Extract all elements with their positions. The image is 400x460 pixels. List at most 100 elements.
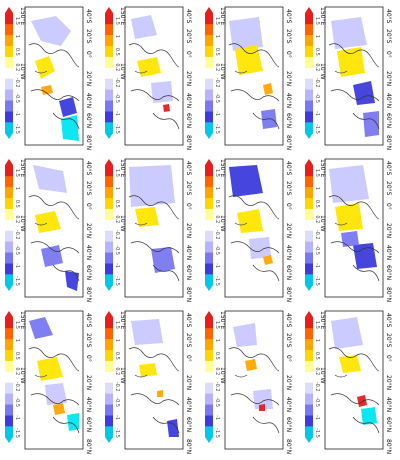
colorbar-tick-label: -0.5 [14, 245, 20, 255]
coastline [128, 347, 180, 434]
colorbar-segment [5, 165, 13, 177]
lat-label: 60°N [185, 113, 192, 128]
map-panel-k: 1.5 1 0.5 0.2 -0.2 -0.5 -1 -1.5 150°E 10°W 40°S 20°… [305, 158, 392, 302]
lon-label-150e: 150°E [219, 159, 226, 177]
colorbar-end-bottom [105, 437, 113, 443]
colorbar-segment [5, 382, 13, 394]
colorbar-segment [205, 208, 213, 220]
anomaly-patch-light_blue [151, 81, 173, 103]
lat-label: 80°N [85, 287, 92, 302]
colorbar-segment [105, 404, 113, 416]
lat-label: 20°S [385, 29, 392, 44]
colorbar-tick-label: 0.5 [214, 48, 220, 56]
colorbar-tick-label: -0.2 [214, 78, 220, 88]
lat-label: 20°N [385, 71, 392, 86]
colorbar-segment [205, 404, 213, 416]
lon-label-10w: 10°W [219, 63, 226, 80]
colorbar-tick-label: 0.2 [14, 367, 20, 375]
colorbar-segment [305, 274, 313, 286]
colorbar-tick-label: 0.2 [114, 215, 120, 223]
colorbar-segment [5, 34, 13, 47]
map-panel-b: 1.5 1 0.5 0.2 -0.2 -0.5 -1 -1.5 150°E 10°W 40°S 20°… [5, 158, 92, 302]
colorbar-tick-label: -0.2 [114, 78, 120, 88]
colorbar-tick-label: 0.2 [114, 63, 120, 71]
lat-label: 20°N [185, 223, 192, 238]
colorbar-tick-label: -1 [14, 111, 20, 116]
colorbar-tick-label: 1 [314, 35, 320, 38]
colorbar-segment [105, 393, 113, 405]
lat-label: 80°N [285, 287, 292, 302]
anomaly-patch-yellow [137, 57, 161, 77]
lon-label-150e: 150°E [19, 159, 26, 177]
coastline [28, 43, 80, 130]
lat-label: 40°S [185, 161, 192, 176]
colorbar-tick-label: -1.5 [114, 124, 120, 134]
colorbar-segment [205, 56, 213, 68]
colorbar-segment [105, 208, 113, 220]
lat-label: 40°N [385, 397, 392, 412]
colorbar-tick-label: 1.5 [114, 17, 120, 25]
lon-label-10w: 10°W [19, 367, 26, 384]
colorbar-segment [305, 56, 313, 68]
colorbar-end-bottom [205, 133, 213, 139]
anomaly-patch-light_blue [131, 319, 163, 345]
colorbar-segment [105, 371, 113, 383]
anomaly-patch-light_blue [33, 165, 67, 193]
anomaly-patch-light_blue [31, 16, 71, 46]
lat-label: 20°S [385, 181, 392, 196]
colorbar-segment [5, 241, 13, 253]
anomaly-patch-cyan [61, 115, 79, 141]
colorbar-end-bottom [5, 285, 13, 291]
lat-label: 20°N [285, 375, 292, 390]
colorbar-tick-label: -1 [314, 263, 320, 268]
anomaly-patch-dark_blue [353, 81, 375, 105]
map-panel-a: 1.5 1 0.5 0.2 -0.2 -0.5 -1 -1.5 150°E 10°W 40°S 20°… [5, 6, 92, 150]
colorbar-segment [305, 122, 313, 134]
colorbar-segment [205, 67, 213, 79]
lon-label-10w: 10°W [219, 367, 226, 384]
colorbar-end-bottom [5, 437, 13, 443]
colorbar-segment [305, 382, 313, 394]
colorbar-tick-label: -1.5 [314, 276, 320, 286]
colorbar-segment [5, 360, 13, 372]
anomaly-patch-orange [263, 83, 273, 95]
colorbar-segment [305, 45, 313, 57]
colorbar-segment [105, 23, 113, 36]
lat-label: 40°N [385, 245, 392, 260]
lat-label: 60°N [185, 417, 192, 432]
colorbar-segment [5, 274, 13, 286]
colorbar-segment [305, 338, 313, 351]
colorbar-tick-label: 1 [14, 187, 20, 190]
anomaly-patch-yellow [135, 207, 159, 227]
colorbar-segment [205, 338, 213, 351]
lat-label: 40°S [285, 9, 292, 24]
colorbar-tick-label: 0.5 [214, 352, 220, 360]
colorbar-tick-label: 0.2 [214, 215, 220, 223]
colorbar-end-top [5, 311, 13, 317]
colorbar-segment [205, 197, 213, 209]
anomaly-patch-yellow [37, 357, 63, 381]
lat-label: 40°N [285, 245, 292, 260]
lat-label: 20°S [185, 29, 192, 44]
colorbar-segment [305, 13, 313, 25]
colorbar-tick-label: 1 [114, 35, 120, 38]
colorbar-tick-label: -0.2 [314, 382, 320, 392]
lon-label-10w: 10°W [119, 215, 126, 232]
anomaly-patch-mid_blue [341, 231, 359, 247]
colorbar-end-bottom [105, 285, 113, 291]
colorbar-segment [205, 122, 213, 134]
lat-label: 40°N [185, 93, 192, 108]
lat-label: 60°N [285, 113, 292, 128]
colorbar-segment [105, 111, 113, 123]
colorbar-segment [5, 23, 13, 36]
coastline [328, 347, 380, 434]
colorbar-tick-label: 1.5 [14, 169, 20, 177]
colorbar-tick-label: -0.5 [114, 397, 120, 407]
lon-label-150e: 150°E [119, 311, 126, 329]
colorbar-segment [5, 45, 13, 57]
colorbar-segment [205, 349, 213, 361]
lat-label: 20°N [385, 223, 392, 238]
colorbar-tick-label: -1.5 [114, 276, 120, 286]
